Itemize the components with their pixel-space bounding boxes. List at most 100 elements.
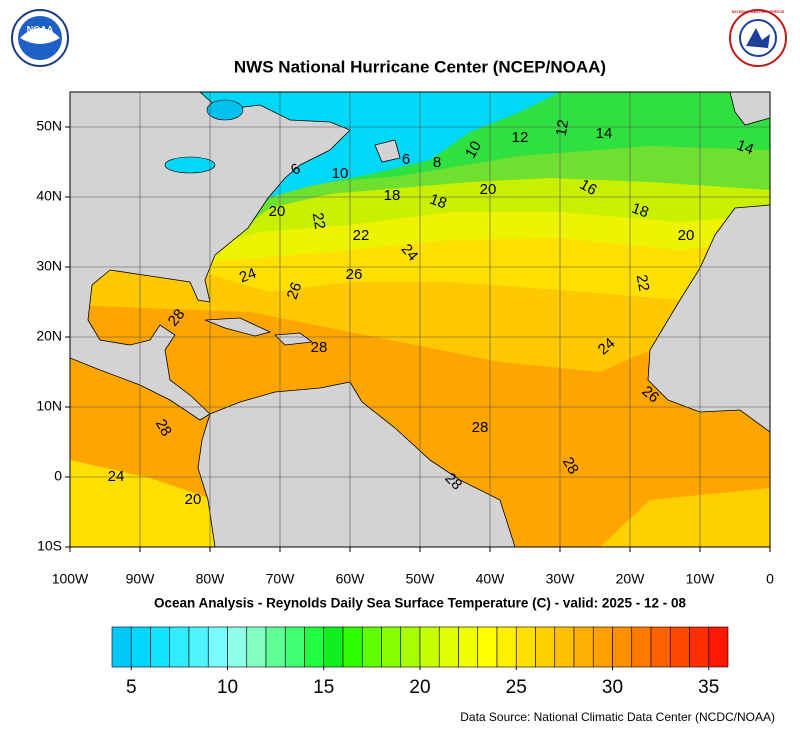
contour-label: 26: [346, 266, 363, 283]
colorbar-box: [535, 626, 556, 668]
colorbar-tick-label: 10: [217, 677, 238, 698]
contour-label: 10: [462, 138, 485, 161]
hudson-bay: [206, 99, 244, 121]
y-tick-label: 10N: [36, 398, 62, 414]
x-tick-label: 100W: [52, 571, 89, 587]
y-tick-label: 50N: [36, 118, 62, 134]
noaa-logo: NOAA: [11, 9, 69, 67]
colorbar-box: [477, 626, 498, 668]
nws-logo: NATIONAL WEATHER SERVICE: [729, 9, 787, 67]
contour-label: 20: [480, 181, 497, 198]
colorbar-box: [554, 626, 575, 668]
contour-label: 16: [577, 176, 600, 199]
colorbar-box: [130, 626, 151, 668]
contour-label: 10: [332, 165, 349, 182]
contour-label: 18: [427, 191, 448, 213]
colorbar-box: [650, 626, 671, 668]
colorbar-tick-label: 30: [602, 677, 623, 698]
contour-label: 6: [402, 151, 410, 168]
y-tick-label: 0: [54, 468, 62, 484]
contour-label: 22: [633, 273, 653, 292]
contour-label: 20: [269, 203, 286, 220]
colorbar-box: [169, 626, 190, 668]
colorbar-tick-label: 20: [409, 677, 430, 698]
x-tick-label: 90W: [126, 571, 156, 587]
colorbar-box: [496, 626, 517, 668]
colorbar-box: [592, 626, 613, 668]
newfoundland: [374, 139, 401, 163]
x-tick-label: 70W: [266, 571, 296, 587]
british-isles: [729, 92, 770, 126]
colorbar-box: [458, 626, 479, 668]
contour-label: 22: [353, 227, 370, 244]
contour-label: 28: [311, 339, 328, 356]
title: NWS National Hurricane Center (NCEP/NOAA…: [234, 57, 606, 76]
contour-label: 14: [734, 137, 755, 159]
contour-label: 24: [108, 468, 125, 485]
x-tick-label: 20W: [616, 571, 646, 587]
colorbar-box: [150, 626, 171, 668]
hispaniola: [274, 332, 314, 346]
colorbar-box: [323, 626, 344, 668]
contour-label: 12: [512, 129, 529, 146]
logo-text: NOAA: [27, 24, 54, 34]
contour-label: 18: [384, 187, 401, 204]
colorbar-box: [515, 626, 536, 668]
colorbar-box: [573, 626, 594, 668]
colorbar-box: [188, 626, 209, 668]
colorbar-box: [631, 626, 652, 668]
grid: [70, 92, 770, 547]
colorbar-box: [342, 626, 363, 668]
contour-label: 18: [629, 200, 650, 222]
contour-label: 12: [553, 118, 573, 137]
subtitle: Ocean Analysis - Reynolds Daily Sea Surf…: [154, 596, 686, 611]
contour-label: 22: [309, 211, 329, 230]
axes: 100W 90W 80W 70W 60W 50W 40W 30W 20W 10W 0 50N 40N 30…: [36, 118, 774, 587]
colorbar-box: [246, 626, 267, 668]
colorbar-box: [361, 626, 382, 668]
y-tick-label: 10S: [37, 538, 62, 554]
contour-label: 20: [185, 491, 202, 508]
colorbar-box: [689, 626, 710, 668]
x-tick-label: 80W: [196, 571, 226, 587]
colorbar-box: [669, 626, 690, 668]
y-tick-label: 20N: [36, 328, 62, 344]
colorbar-box: [284, 626, 305, 668]
x-tick-label: 50W: [406, 571, 436, 587]
great-lakes: [164, 156, 216, 174]
source: Data Source: National Climatic Data Cent…: [460, 710, 775, 724]
contour-label: 28: [472, 419, 489, 436]
colorbar-box: [265, 626, 286, 668]
europe-africa: [647, 204, 770, 433]
contour-label: 24: [237, 265, 258, 287]
x-tick-label: 10W: [686, 571, 716, 587]
colorbar-box: [304, 626, 325, 668]
colorbar-box: [111, 626, 132, 668]
cuba: [204, 317, 272, 337]
y-tick-label: 30N: [36, 258, 62, 274]
contour-label: 20: [678, 227, 695, 244]
colorbar-box: [381, 626, 402, 668]
colorbar-box: [438, 626, 459, 668]
contour-label: 14: [596, 125, 613, 142]
x-tick-label: 0: [766, 571, 774, 587]
colorbar-tick-label: 25: [506, 677, 527, 698]
colorbar-box: [612, 626, 633, 668]
y-tick-label: 40N: [36, 188, 62, 204]
contour-label: 28: [152, 416, 175, 439]
contour-label: 28: [559, 454, 582, 477]
colorbar-box: [207, 626, 228, 668]
contour-label: 26: [284, 280, 306, 301]
sea-band: [600, 488, 770, 547]
colorbar-tick-label: 35: [698, 677, 719, 698]
colorbar-tick-label: 5: [126, 677, 137, 698]
x-tick-label: 60W: [336, 571, 366, 587]
colorbar: 5 10 15 20 25 30 35: [111, 626, 729, 698]
colorbar-box: [419, 626, 440, 668]
colorbar-box: [400, 626, 421, 668]
sea-band: [70, 460, 215, 547]
contour-label: 8: [433, 154, 441, 171]
